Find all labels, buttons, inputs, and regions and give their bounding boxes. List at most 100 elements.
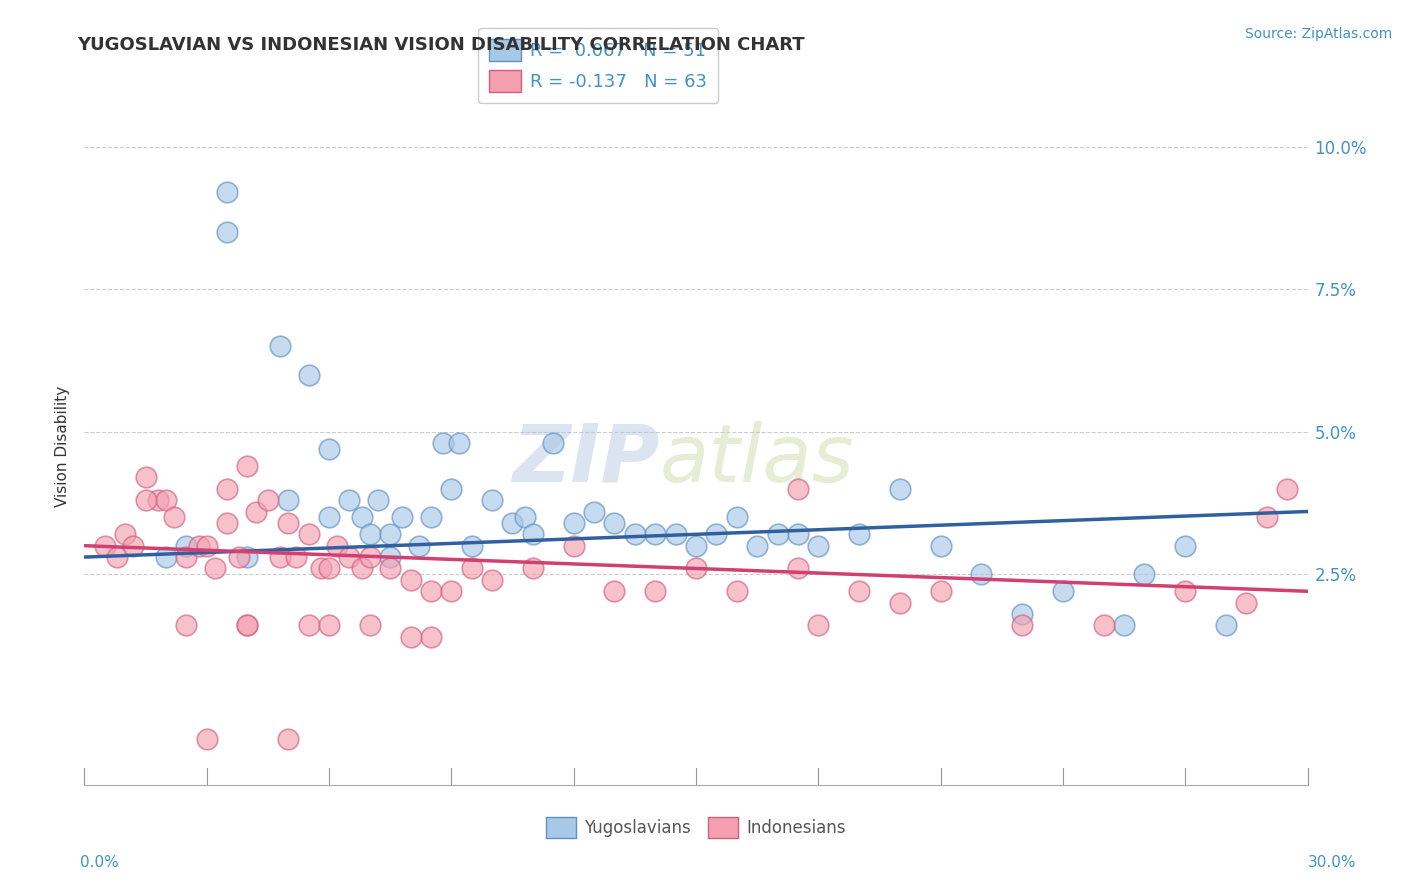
Y-axis label: Vision Disability: Vision Disability [55, 385, 70, 507]
Point [747, 539, 769, 553]
Point [236, 618, 259, 632]
Point [848, 527, 870, 541]
Text: YUGOSLAVIAN VS INDONESIAN VISION DISABILITY CORRELATION CHART: YUGOSLAVIAN VS INDONESIAN VISION DISABIL… [77, 36, 806, 54]
Point [155, 493, 177, 508]
Point [502, 516, 524, 530]
Point [277, 732, 299, 747]
Point [318, 442, 340, 456]
Point [807, 539, 830, 553]
Point [318, 618, 340, 632]
Point [1256, 510, 1278, 524]
Point [461, 561, 484, 575]
Text: ZIP: ZIP [512, 420, 659, 499]
Point [685, 561, 707, 575]
Text: Source: ZipAtlas.com: Source: ZipAtlas.com [1244, 27, 1392, 41]
Point [359, 527, 381, 541]
Point [228, 550, 250, 565]
Legend: Yugoslavians, Indonesians: Yugoslavians, Indonesians [540, 811, 852, 845]
Point [399, 573, 422, 587]
Point [339, 493, 361, 508]
Point [1133, 567, 1156, 582]
Point [122, 539, 145, 553]
Point [187, 539, 209, 553]
Point [399, 630, 422, 644]
Point [665, 527, 688, 541]
Point [114, 527, 136, 541]
Point [929, 584, 952, 599]
Point [174, 539, 197, 553]
Point [848, 584, 870, 599]
Point [583, 504, 606, 518]
Point [706, 527, 728, 541]
Point [787, 561, 810, 575]
Point [298, 527, 321, 541]
Point [217, 226, 239, 240]
Point [269, 339, 291, 353]
Point [277, 493, 299, 508]
Point [440, 584, 463, 599]
Point [174, 618, 197, 632]
Point [1215, 618, 1237, 632]
Point [432, 436, 454, 450]
Point [807, 618, 830, 632]
Point [1114, 618, 1136, 632]
Point [217, 482, 239, 496]
Point [318, 510, 340, 524]
Point [236, 618, 259, 632]
Point [420, 584, 443, 599]
Point [135, 493, 157, 508]
Text: atlas: atlas [659, 420, 853, 499]
Point [309, 561, 332, 575]
Point [603, 516, 626, 530]
Point [1236, 596, 1258, 610]
Point [1174, 584, 1197, 599]
Point [522, 561, 544, 575]
Point [766, 527, 789, 541]
Point [236, 458, 259, 473]
Point [1277, 482, 1299, 496]
Point [1174, 539, 1197, 553]
Point [1052, 584, 1074, 599]
Point [1011, 607, 1033, 621]
Point [685, 539, 707, 553]
Point [420, 510, 443, 524]
Point [408, 539, 430, 553]
Point [440, 482, 463, 496]
Point [562, 516, 585, 530]
Point [481, 573, 503, 587]
Point [359, 550, 381, 565]
Point [318, 561, 340, 575]
Point [513, 510, 536, 524]
Point [889, 482, 911, 496]
Point [217, 186, 239, 200]
Point [195, 732, 218, 747]
Point [350, 510, 373, 524]
Point [787, 527, 810, 541]
Point [339, 550, 361, 565]
Text: 0.0%: 0.0% [80, 855, 120, 870]
Point [93, 539, 115, 553]
Point [603, 584, 626, 599]
Point [245, 504, 267, 518]
Point [257, 493, 280, 508]
Point [195, 539, 218, 553]
Point [725, 584, 748, 599]
Point [367, 493, 389, 508]
Point [204, 561, 226, 575]
Point [889, 596, 911, 610]
Point [970, 567, 993, 582]
Point [461, 539, 484, 553]
Point [562, 539, 585, 553]
Point [350, 561, 373, 575]
Point [787, 482, 810, 496]
Point [380, 527, 402, 541]
Point [644, 584, 666, 599]
Point [105, 550, 128, 565]
Point [163, 510, 186, 524]
Point [624, 527, 647, 541]
Text: 30.0%: 30.0% [1309, 855, 1357, 870]
Point [1092, 618, 1115, 632]
Point [146, 493, 169, 508]
Point [298, 618, 321, 632]
Point [380, 561, 402, 575]
